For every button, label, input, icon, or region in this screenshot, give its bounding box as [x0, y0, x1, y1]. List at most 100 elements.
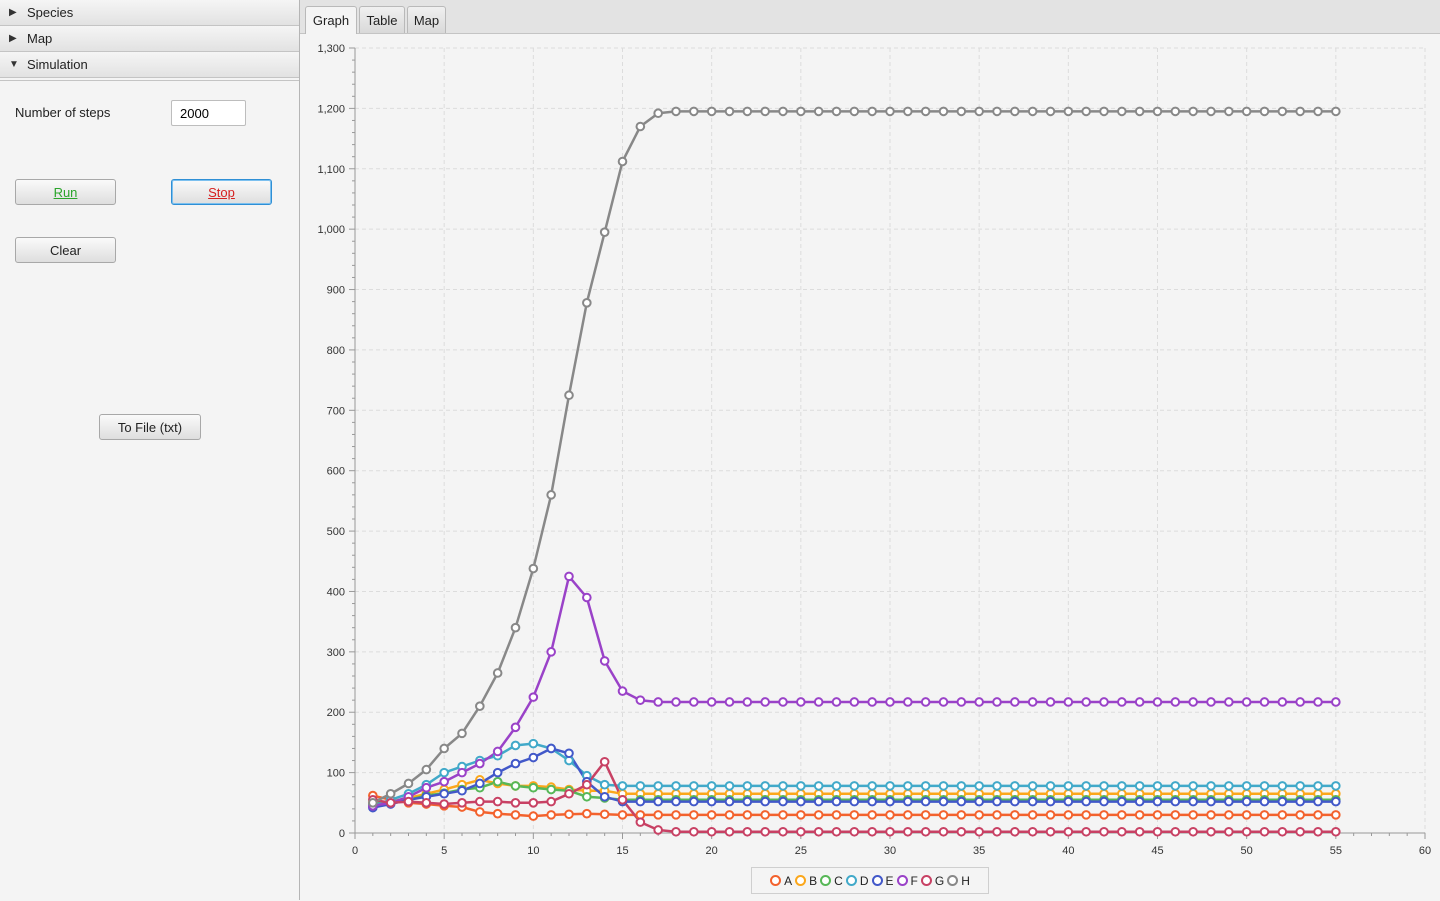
data-point-H — [564, 390, 574, 401]
data-point-D — [938, 781, 949, 791]
data-point-D — [617, 781, 628, 791]
data-point-H — [1152, 106, 1163, 117]
data-point-F — [831, 697, 842, 707]
run-button[interactable]: Run — [15, 179, 116, 205]
tab-table[interactable]: Table — [359, 6, 405, 33]
to-file-button[interactable]: To File (txt) — [99, 414, 201, 440]
data-point-F — [671, 697, 681, 707]
data-point-F — [742, 697, 753, 707]
accordion-simulation[interactable]: ▼ Simulation — [0, 52, 299, 78]
data-point-G — [1313, 826, 1323, 837]
accordion-map[interactable]: ▶ Map — [0, 26, 299, 52]
data-point-D — [1224, 781, 1234, 791]
data-point-A — [1152, 810, 1163, 820]
data-point-F — [546, 647, 556, 657]
data-point-H — [582, 298, 592, 308]
data-point-D — [849, 781, 860, 791]
data-point-A — [1099, 810, 1109, 820]
data-point-A — [974, 810, 984, 820]
data-point-A — [1081, 810, 1091, 820]
data-point-E — [920, 796, 931, 807]
data-point-A — [653, 810, 663, 820]
tab-bar: Graph Table Map — [300, 0, 1440, 34]
data-point-H — [671, 106, 681, 117]
data-point-G — [403, 796, 414, 807]
data-point-A — [1045, 810, 1056, 820]
data-point-G — [920, 826, 931, 837]
tab-map[interactable]: Map — [407, 6, 446, 33]
data-point-A — [1259, 810, 1270, 820]
data-point-H — [724, 106, 735, 117]
data-point-E — [1206, 796, 1216, 807]
data-point-G — [1331, 826, 1341, 837]
x-tick-label: 25 — [795, 845, 807, 857]
data-point-E — [938, 796, 949, 807]
y-tick-label: 800 — [327, 345, 345, 357]
data-point-A — [885, 810, 895, 820]
data-point-H — [1045, 106, 1056, 117]
data-point-A — [742, 810, 753, 820]
data-point-H — [1010, 106, 1020, 117]
data-point-D — [1259, 781, 1270, 791]
data-point-E — [1099, 796, 1109, 807]
data-point-D — [1152, 781, 1163, 791]
data-point-G — [992, 826, 1002, 837]
data-point-E — [831, 796, 842, 807]
data-point-F — [635, 695, 646, 705]
data-point-A — [1331, 810, 1341, 820]
steps-input[interactable] — [171, 100, 246, 126]
data-point-E — [1313, 796, 1323, 807]
data-point-F — [724, 697, 735, 707]
clear-button[interactable]: Clear — [15, 237, 116, 263]
data-point-H — [439, 743, 449, 754]
data-point-A — [1313, 810, 1323, 820]
data-point-H — [778, 106, 788, 117]
data-point-D — [439, 767, 449, 778]
data-point-A — [813, 810, 824, 820]
data-point-H — [510, 622, 521, 633]
data-point-F — [1277, 697, 1288, 707]
y-tick-label: 1,100 — [317, 164, 345, 176]
data-point-G — [813, 826, 824, 837]
data-point-C — [582, 791, 592, 802]
legend-label: F — [910, 873, 918, 888]
data-point-H — [938, 106, 949, 117]
data-point-F — [778, 697, 788, 707]
tab-graph[interactable]: Graph — [305, 6, 357, 34]
data-point-E — [1117, 796, 1127, 807]
data-point-H — [885, 106, 895, 117]
data-point-H — [742, 106, 753, 117]
legend-item-E: E — [871, 874, 894, 888]
data-point-H — [617, 156, 628, 167]
data-point-G — [1295, 826, 1305, 837]
data-point-E — [1224, 796, 1234, 807]
x-tick-label: 45 — [1151, 845, 1163, 857]
data-point-G — [849, 826, 860, 837]
data-point-A — [956, 810, 967, 820]
line-chart: 0 5 10 15 20 25 30 35 40 45 50 55 600100200300400500… — [317, 43, 1431, 857]
legend-label: D — [859, 873, 869, 888]
data-point-A — [1117, 810, 1127, 820]
data-point-G — [1063, 826, 1074, 837]
data-point-D — [974, 781, 984, 791]
data-point-D — [903, 781, 913, 791]
data-point-H — [1081, 106, 1091, 117]
data-point-G — [546, 796, 556, 807]
data-point-E — [1188, 796, 1198, 807]
data-point-F — [1170, 697, 1181, 707]
data-point-A — [1206, 810, 1216, 820]
stop-button[interactable]: Stop — [171, 179, 272, 205]
data-point-H — [1170, 106, 1181, 117]
data-point-D — [528, 738, 539, 749]
data-point-F — [796, 697, 806, 707]
data-point-F — [564, 571, 574, 582]
data-point-E — [457, 785, 467, 796]
data-point-A — [938, 810, 949, 820]
data-point-F — [475, 758, 485, 769]
data-point-G — [457, 798, 467, 808]
data-point-H — [1224, 106, 1234, 117]
data-point-F — [1241, 697, 1252, 707]
data-point-E — [885, 796, 895, 807]
accordion-species[interactable]: ▶ Species — [0, 0, 299, 26]
data-point-F — [582, 592, 592, 603]
